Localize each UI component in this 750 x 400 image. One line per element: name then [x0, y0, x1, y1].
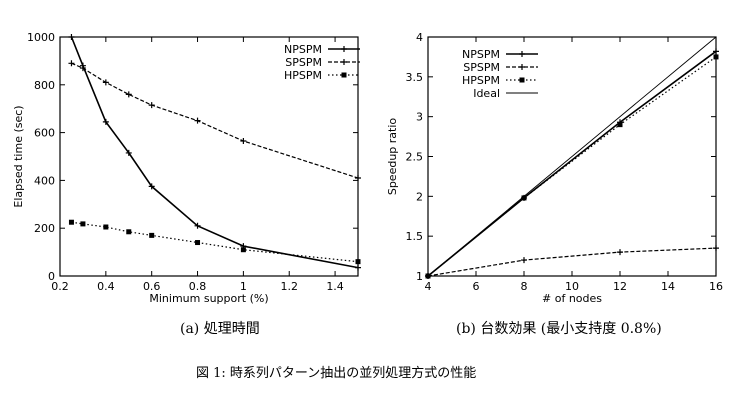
chart-a-series-spspm-point — [148, 102, 155, 109]
chart-a-ytick-label: 400 — [34, 174, 55, 187]
chart-b-series-hpspm-point — [713, 54, 719, 60]
chart-a-legend-marker — [341, 59, 347, 65]
chart-b-series-hpspm-point — [617, 122, 623, 128]
chart-a-series-spspm-point — [102, 79, 109, 86]
chart-a-series-npspm-point — [148, 183, 155, 190]
chart-a-legend-label: SPSPM — [285, 56, 322, 69]
chart-b-legend-label: HPSPM — [462, 74, 500, 87]
chart-a-series-hpspm-point — [240, 247, 246, 253]
chart-b-ytick-label: 4 — [416, 31, 423, 44]
chart-a-series-hpspm-point — [195, 240, 201, 246]
chart-a-series-spspm-point — [355, 175, 361, 182]
chart-a-legend-label: HPSPM — [284, 69, 322, 82]
chart-a-ytick-label: 1000 — [27, 31, 55, 44]
chart-a-series-hpspm-point — [149, 232, 155, 238]
chart-a-ytick-label: 200 — [34, 222, 55, 235]
chart-a-series-npspm-point — [125, 149, 132, 156]
chart-a-series-hpspm-point — [68, 219, 74, 225]
chart-a-series-hpspm-point — [103, 224, 109, 230]
chart-b-ytick-label: 1 — [416, 270, 423, 283]
chart-a-series-npspm-point — [355, 264, 361, 271]
chart-a-ytick-label: 0 — [48, 270, 55, 283]
chart-a-series-hpspm-point — [126, 229, 132, 235]
chart-a-x-axis-label: Minimum support (%) — [149, 292, 268, 305]
chart-a-series-spspm-point — [240, 137, 247, 144]
caption-a: (a) 処理時間 — [180, 321, 260, 337]
chart-a-series-spspm-line — [71, 62, 359, 179]
chart-b-series-ideal-line — [427, 36, 717, 277]
chart-a-xtick-label: 0.4 — [97, 280, 115, 293]
chart-b-xtick-label: 16 — [709, 280, 723, 293]
chart-b-ytick-label: 2 — [416, 190, 423, 203]
chart-a-series-npspm-line — [70, 36, 359, 269]
chart-b-xtick-label: 8 — [521, 280, 528, 293]
chart-a-xtick-label: 0.6 — [143, 280, 161, 293]
chart-b-series-npspm-line — [427, 50, 717, 277]
chart-b-legend-marker — [519, 51, 525, 57]
chart-a-legend-marker — [341, 72, 347, 78]
chart-a-series-hpspm-point — [355, 259, 361, 265]
chart-a-xtick-label: 1.2 — [280, 280, 298, 293]
chart-a-frame — [59, 36, 359, 277]
chart-a-y-axis-label: Elapsed time (sec) — [12, 105, 25, 207]
chart-b-xtick-label: 14 — [661, 280, 675, 293]
caption-b: (b) 台数効果 (最小支持度 0.8%) — [456, 321, 662, 337]
chart-a-xtick-label: 0.2 — [51, 280, 69, 293]
chart-a-xtick-label: 1 — [240, 280, 247, 293]
chart-b-legend-marker — [519, 64, 525, 70]
chart-b-series-spspm-line — [427, 247, 717, 277]
chart-b-xtick-label: 10 — [565, 280, 579, 293]
chart-a-xtick-label: 1.4 — [326, 280, 344, 293]
chart-a-legend-marker — [341, 46, 347, 52]
chart-a-series-spspm-point — [79, 65, 86, 72]
chart-b-series-npspm-point — [713, 48, 719, 55]
chart-b-xtick-label: 6 — [473, 280, 480, 293]
chart-b-series-spspm-point — [617, 249, 623, 256]
chart-b-y-axis-label: Speedup ratio — [386, 118, 399, 196]
figure-caption: 図 1: 時系列パターン抽出の並列処理方式の性能 — [196, 366, 477, 381]
chart-b-ytick-label: 2.5 — [406, 151, 424, 164]
chart-a-series-spspm-point — [125, 91, 132, 98]
chart-a-ytick-label: 600 — [34, 127, 55, 140]
chart-b-legend-label: Ideal — [473, 87, 500, 100]
chart-b-series-hpspm-line — [427, 56, 717, 277]
chart-b-legend-marker — [519, 77, 525, 83]
chart-b-legend-label: NPSPM — [462, 48, 500, 61]
chart-a-legend-label: NPSPM — [284, 43, 322, 56]
chart-b-ytick-label: 1.5 — [406, 230, 424, 243]
chart-b-series-hpspm-point — [521, 195, 527, 201]
chart-a-series-spspm-point — [68, 60, 75, 67]
chart-a-series-npspm-point — [68, 34, 75, 40]
chart-b-xtick-label: 12 — [613, 280, 627, 293]
chart-b-ytick-label: 3.5 — [406, 71, 424, 84]
chart-a-series-npspm-point — [102, 118, 109, 125]
chart-b-series-spspm-point — [713, 245, 719, 252]
chart-b-x-axis-label: # of nodes — [542, 292, 602, 305]
chart-b-series-spspm-point — [521, 257, 527, 264]
chart-b-xtick-label: 4 — [425, 280, 432, 293]
chart-a-ytick-label: 800 — [34, 79, 55, 92]
chart-b-ytick-label: 3 — [416, 111, 423, 124]
chart-b-legend-label: SPSPM — [463, 61, 500, 74]
chart-a-xtick-label: 0.8 — [189, 280, 207, 293]
chart-a-series-hpspm-line — [71, 221, 359, 263]
chart-a-series-hpspm-point — [80, 221, 86, 227]
chart-a-series-npspm-point — [194, 222, 201, 229]
chart-a-series-spspm-point — [194, 117, 201, 124]
